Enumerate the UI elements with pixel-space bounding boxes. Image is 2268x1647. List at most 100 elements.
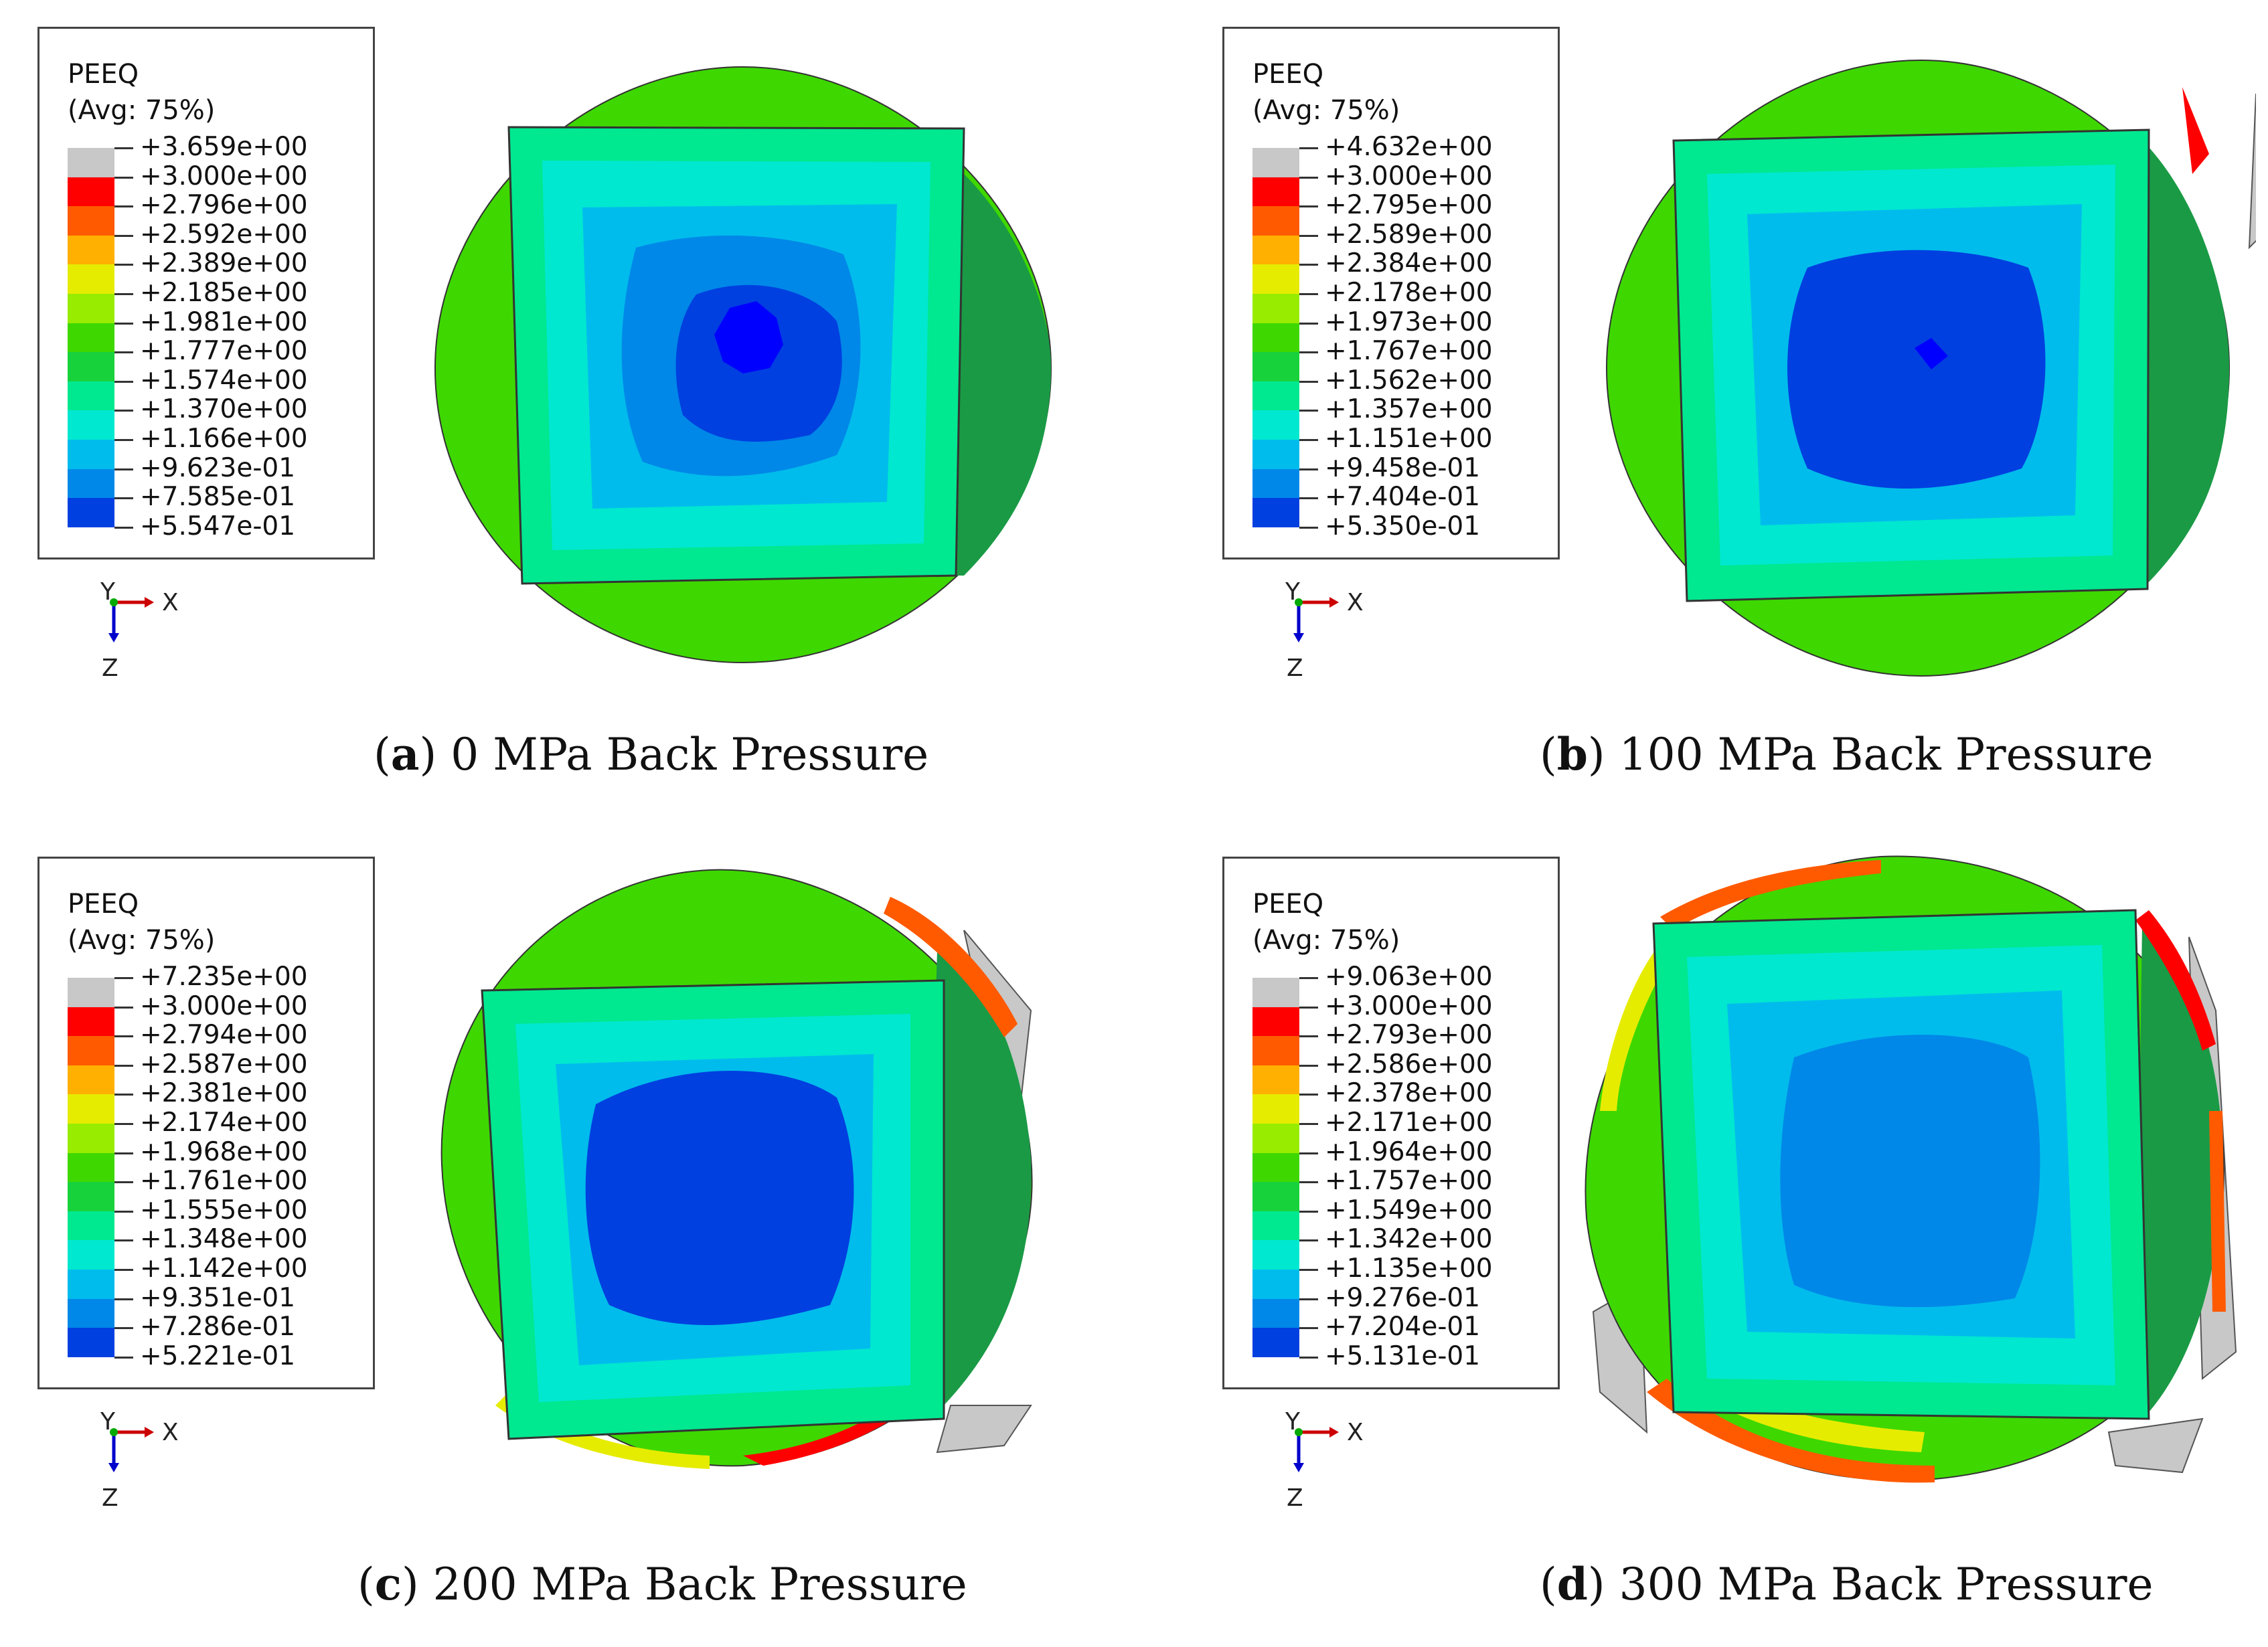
legend-tick: [114, 1152, 133, 1154]
legend-row: +1.142e+00: [68, 1255, 349, 1299]
legend-row: +9.351e-01: [68, 1285, 349, 1328]
legend-row: +2.796e+00: [68, 192, 349, 236]
legend-swatch: [68, 177, 114, 207]
legend-row: +1.151e+00: [1252, 426, 1534, 469]
panel-b: PEEQ (Avg: 75%) +4.632e+00 +3.000e+00 +2.7…: [1185, 0, 2268, 817]
legend-tick: [114, 380, 133, 383]
legend-row: +2.389e+00: [68, 250, 349, 294]
legend-value: +1.135e+00: [1325, 1253, 1493, 1284]
legend-row: +2.185e+00: [68, 280, 349, 323]
legend-tick: [1299, 205, 1318, 208]
legend-value: +5.221e-01: [140, 1340, 296, 1371]
contour-plot-d: [1585, 855, 2237, 1483]
legend-value: +2.796e+00: [140, 190, 308, 221]
legend-tick: [1299, 351, 1318, 354]
legend-tick: [114, 468, 133, 470]
legend-tick: [114, 147, 133, 149]
legend-row: +1.757e+00: [1252, 1168, 1534, 1211]
legend-tick: [114, 1239, 133, 1242]
legend-tick: [1299, 1035, 1318, 1038]
legend-swatch: [68, 978, 114, 1007]
legend-row: +1.555e+00: [68, 1197, 349, 1241]
legend-row: +1.166e+00: [68, 426, 349, 469]
legend-value: +1.757e+00: [1325, 1166, 1493, 1197]
axis-y-label: Y: [1285, 578, 1301, 606]
legend-tick: [114, 1269, 133, 1271]
legend-swatch: [1252, 294, 1299, 323]
axis-triad-d: Y X Z: [1285, 1408, 1364, 1512]
legend-tick: [1299, 1006, 1318, 1009]
legend-value: +7.204e-01: [1325, 1312, 1481, 1342]
legend-tick: [114, 1181, 133, 1184]
legend-swatch: [68, 1094, 114, 1124]
legend-tick: [114, 1210, 133, 1213]
legend-swatch: [1252, 978, 1299, 1007]
legend-row: +3.000e+00: [68, 993, 349, 1037]
legend-title: PEEQ: [1252, 889, 1324, 920]
legend-tick: [1299, 1152, 1318, 1154]
legend-tick: [1299, 176, 1318, 179]
axis-y-label: Y: [100, 1408, 116, 1436]
legend-tick: [1299, 439, 1318, 441]
legend-swatch: [1252, 1240, 1299, 1270]
legend-row: +7.204e-01: [1252, 1314, 1534, 1357]
legend-tick: [1299, 1239, 1318, 1242]
caption-label: b: [1556, 728, 1588, 780]
legend-value: +1.166e+00: [140, 424, 308, 454]
legend-swatch: [68, 1328, 114, 1357]
legend-tick: [1299, 977, 1318, 979]
legend-swatch: [68, 468, 114, 499]
axis-triad-c: Y X Z: [100, 1408, 179, 1512]
legend-swatch: [1252, 1211, 1299, 1241]
legend-row: +5.350e-01: [1252, 513, 1534, 557]
axis-z-label: Z: [102, 1484, 118, 1512]
legend-tick: [114, 1298, 133, 1300]
legend-row: +1.964e+00: [1252, 1139, 1534, 1183]
legend-tick: [1299, 1094, 1318, 1096]
legend-value: +1.357e+00: [1325, 394, 1493, 425]
legend-tick: [1299, 147, 1318, 149]
legend-tick: [114, 1123, 133, 1125]
legend-row: +1.562e+00: [1252, 367, 1534, 411]
legend-title: PEEQ: [68, 59, 139, 90]
legend-row: +9.063e+00: [1252, 964, 1534, 1007]
legend-row: +7.585e-01: [68, 484, 349, 527]
legend-tick: [114, 526, 133, 529]
legend-value: +2.185e+00: [140, 278, 308, 308]
legend-swatch: [68, 1036, 114, 1065]
legend-row: +3.000e+00: [68, 163, 349, 207]
legend-value: +2.587e+00: [140, 1049, 308, 1079]
legend-row: +3.000e+00: [1252, 163, 1534, 207]
legend-row: +9.458e-01: [1252, 455, 1534, 499]
caption-text: 100 MPa Back Pressure: [1619, 729, 2154, 780]
legend-swatch: [68, 323, 114, 353]
legend-row: +2.587e+00: [68, 1051, 349, 1095]
legend-row: +5.547e-01: [68, 513, 349, 557]
legend-tick: [1299, 380, 1318, 383]
legend-row: +1.767e+00: [1252, 338, 1534, 381]
legend-row: +1.348e+00: [68, 1226, 349, 1270]
legend-tick: [114, 410, 133, 412]
axis-y-label: Y: [100, 578, 116, 606]
legend-tick: [114, 234, 133, 237]
legend-tick: [114, 1006, 133, 1009]
legend-swatch: [68, 1270, 114, 1299]
legend-row: +1.135e+00: [1252, 1255, 1534, 1299]
axis-triad-a: Y X Z: [100, 578, 179, 682]
axis-z-label: Z: [102, 655, 118, 682]
axis-z-label: Z: [1287, 1484, 1303, 1512]
legend-value: +1.370e+00: [140, 394, 308, 425]
legend-value: +9.458e-01: [1325, 452, 1481, 483]
legend-swatch: [1252, 440, 1299, 469]
legend-tick: [114, 205, 133, 208]
legend-value: +9.623e-01: [140, 452, 296, 483]
legend-tick: [1299, 234, 1318, 237]
legend-row: +1.973e+00: [1252, 309, 1534, 353]
legend-subtitle: (Avg: 75%): [68, 95, 216, 126]
legend-title: PEEQ: [1252, 59, 1324, 90]
legend-swatch: [1252, 352, 1299, 381]
legend-row: +1.761e+00: [68, 1168, 349, 1211]
legend-row: +2.178e+00: [1252, 280, 1534, 323]
caption-a: (a) 0 MPa Back Pressure: [374, 728, 929, 780]
legend-value: +4.632e+00: [1325, 132, 1493, 162]
